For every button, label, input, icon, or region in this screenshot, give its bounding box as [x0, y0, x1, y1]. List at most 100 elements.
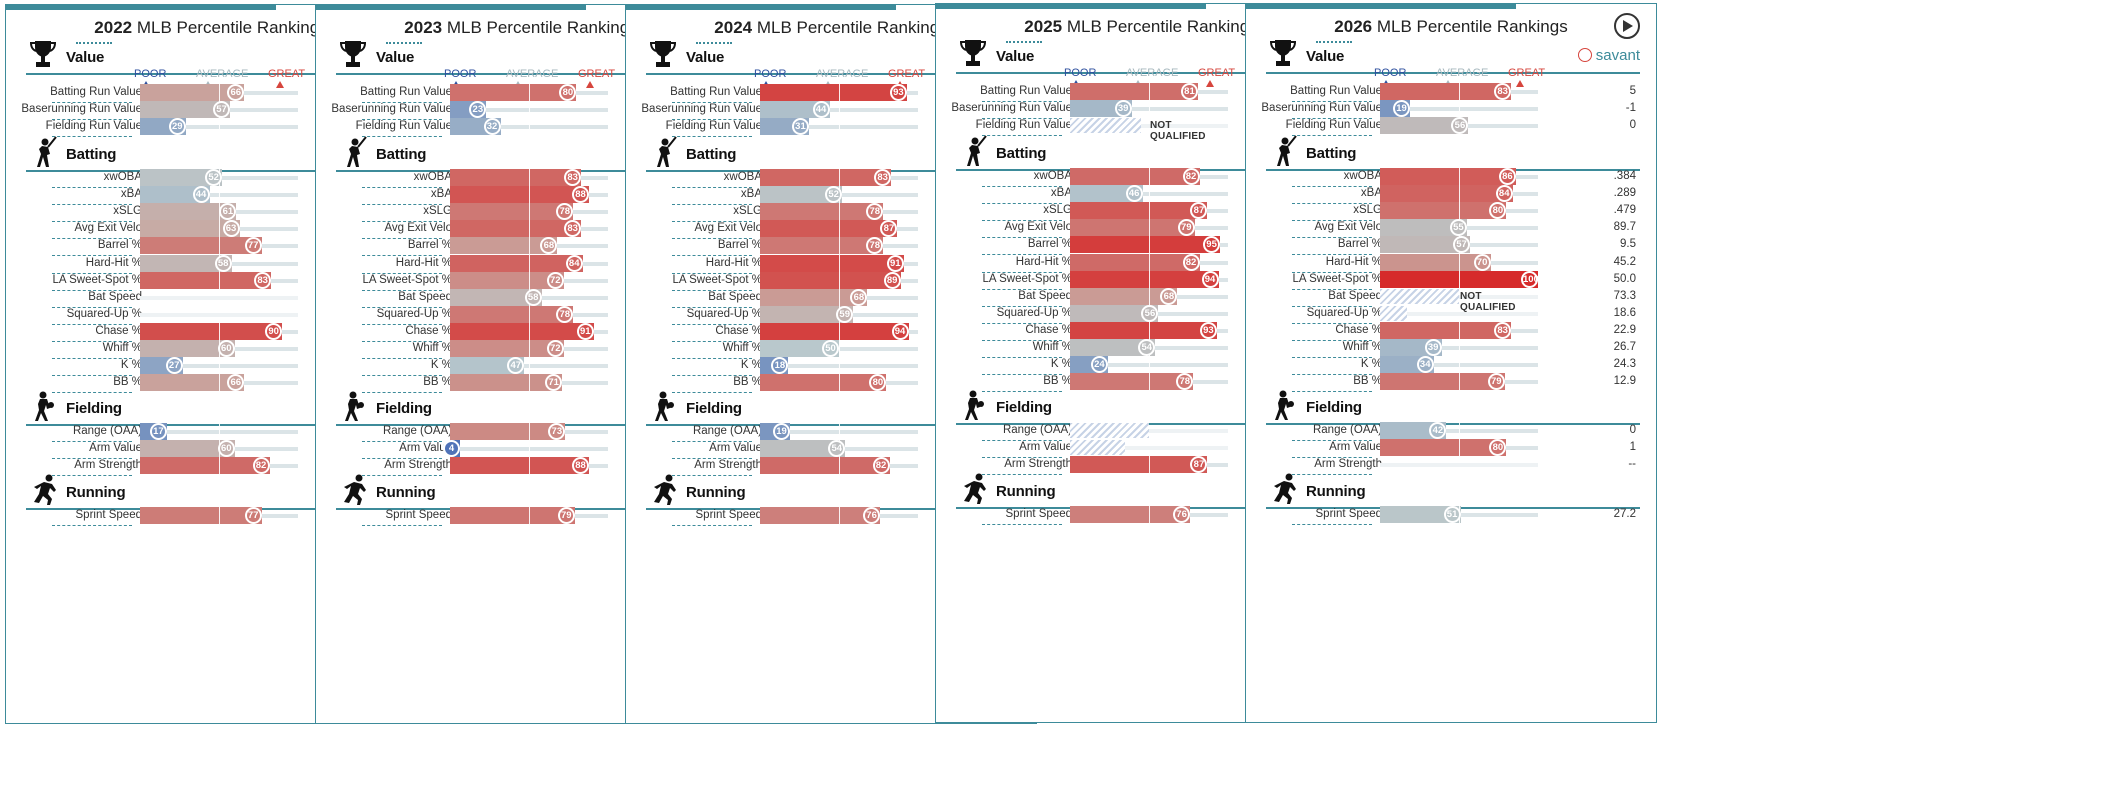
grid-line — [839, 118, 840, 136]
section-rule — [1266, 423, 1640, 425]
batter-icon — [340, 136, 368, 168]
section-rule — [336, 73, 710, 75]
play-button[interactable] — [1614, 13, 1640, 39]
metric-label: Barrel % — [97, 239, 142, 252]
grid-line — [219, 423, 220, 440]
percentile-bar — [450, 237, 558, 255]
metric-label: Arm Strength — [1004, 458, 1072, 471]
percentile-badge: 52 — [205, 169, 223, 186]
metric-label: Sprint Speed — [1315, 508, 1383, 520]
metric-label: Fielding Run Value — [665, 120, 762, 133]
row-divider — [52, 238, 132, 240]
section-title: Batting — [686, 146, 737, 163]
percentile-bar — [450, 322, 594, 340]
hatch-fill — [1070, 423, 1149, 438]
percentile-track — [1070, 124, 1228, 129]
metric-value: 27.2 — [1613, 508, 1636, 520]
hatch-fill — [1070, 118, 1142, 134]
grid-line — [839, 357, 840, 375]
row-divider — [982, 237, 1062, 239]
section-title: Value — [996, 48, 1035, 65]
row-divider — [1292, 357, 1372, 358]
row-divider — [1292, 339, 1372, 341]
metric-row-sprint-speed: Sprint Speed7728.3 — [6, 507, 418, 526]
metric-label: K % — [120, 359, 142, 372]
metric-value: -1 — [1625, 102, 1636, 115]
metric-row-arm-strength: Arm Strength -- — [1246, 456, 1658, 476]
metric-row-la-sweet-spot: LA Sweet-Spot %9440.2 — [936, 270, 1348, 290]
metric-value: 89.7 — [1613, 221, 1636, 234]
percentile-bar — [1380, 219, 1467, 237]
metric-value: -- — [1628, 458, 1636, 471]
percentile-badge: 68 — [1160, 287, 1178, 305]
metric-label: Barrel % — [717, 239, 762, 252]
row-divider — [982, 357, 1062, 358]
grid-line — [529, 254, 530, 272]
section-title: Batting — [1306, 145, 1357, 162]
percentile-bar — [1380, 373, 1505, 391]
percentile-badge: 60 — [217, 340, 235, 357]
row-divider — [672, 358, 752, 359]
section-title: Value — [66, 49, 105, 66]
percentile-badge: 47 — [507, 357, 525, 375]
trophy-icon — [339, 39, 368, 71]
grid-line — [219, 374, 220, 392]
metric-label: Squared-Up % — [376, 307, 452, 320]
row-divider — [362, 272, 442, 274]
row-divider — [672, 187, 752, 188]
fielder-icon — [1270, 389, 1298, 421]
metric-label: Baserunning Run Value — [331, 103, 452, 116]
grid-line — [1459, 321, 1460, 339]
percentile-bar — [450, 186, 590, 204]
metric-label: Bat Speed — [398, 290, 452, 303]
row-divider — [52, 340, 132, 342]
metric-label: xwOBA — [1033, 170, 1072, 182]
percentile-badge: 100 — [1521, 270, 1539, 288]
row-divider — [362, 289, 442, 291]
panel-year: 2023 — [404, 18, 443, 37]
metric-label: Range (OAA) — [72, 425, 142, 437]
grid-line — [1459, 83, 1460, 100]
metric-row-barrel: Barrel %7811.5 — [626, 237, 1038, 257]
panel-title-text: MLB Percentile Rankings — [752, 18, 948, 37]
metric-row-avg-exit-velo: Avg Exit Velo7991.3 — [936, 219, 1348, 239]
percentile-badge: 95 — [1203, 236, 1221, 254]
metric-row-squared-up: Squared-Up %5626.3 — [936, 304, 1348, 324]
metric-label: Arm Strength — [1314, 458, 1382, 471]
row-divider — [52, 306, 132, 308]
percentile-bar — [140, 340, 235, 357]
percentile-badge: 83 — [564, 220, 582, 238]
grid-line — [839, 203, 840, 221]
percentile-badge: 88 — [572, 457, 590, 475]
scale-label-average: AVERAGE — [196, 68, 249, 80]
fielder-icon — [30, 390, 58, 422]
grid-line — [1149, 185, 1150, 203]
row-divider — [672, 475, 752, 477]
section-title: Running — [996, 483, 1056, 500]
percentile-bar — [1070, 270, 1219, 288]
metric-row-arm-strength: Arm Strength8289.4 — [626, 457, 1038, 477]
section-title: Running — [66, 484, 126, 501]
grid-line — [1459, 439, 1460, 457]
row-divider — [1292, 101, 1372, 102]
scale-label-great: GREAT — [268, 68, 306, 80]
row-divider — [982, 440, 1062, 441]
savant-logo[interactable]: savant — [1577, 47, 1640, 64]
percentile-badge: 61 — [219, 203, 237, 221]
percentile-badge: 89 — [883, 271, 901, 289]
metric-row-avg-exit-velo: Avg Exit Velo 55 89.7 — [1246, 219, 1658, 239]
percentile-bar — [450, 254, 583, 272]
percentile-bar — [1380, 253, 1491, 271]
section-title: Value — [686, 49, 725, 66]
percentile-badge: 23 — [469, 101, 487, 119]
metric-row-arm-value: Arm Value-1 — [936, 439, 1348, 459]
section-rule — [26, 73, 400, 75]
percentile-badge: 87 — [1190, 456, 1208, 474]
percentile-badge: 79 — [557, 507, 575, 524]
percentile-track — [1380, 294, 1538, 299]
metric-row-range-oaa: Range (OAA)0 — [936, 422, 1348, 441]
percentile-track — [1070, 446, 1228, 451]
row-divider — [52, 289, 132, 291]
